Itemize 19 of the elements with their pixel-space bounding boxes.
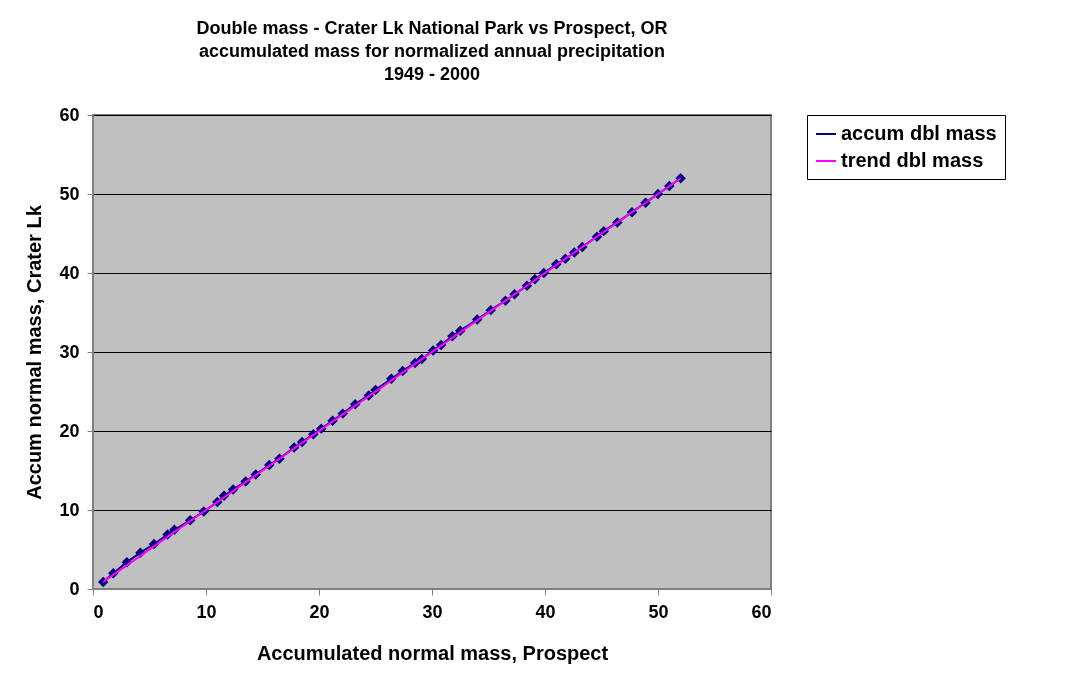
x-tick-label: 10 xyxy=(196,601,217,622)
x-tick-label: 20 xyxy=(309,601,330,622)
y-tick-label: 20 xyxy=(59,420,80,441)
x-tick-label: 40 xyxy=(535,601,556,622)
x-axis-title: Accumulated normal mass, Prospect xyxy=(256,641,609,664)
y-tick-label: 0 xyxy=(69,578,80,599)
x-tick-label: 0 xyxy=(93,601,104,622)
chart-title: Double mass - Crater Lk National Park vs Prospect, OR accumulated mass for normalized annual precipitation 1949 - 2000 xyxy=(196,18,668,84)
y-axis-title: Accum normal mass, Crater Lk xyxy=(23,204,46,500)
y-tick-label: 40 xyxy=(59,262,80,283)
x-tick-label: 50 xyxy=(648,601,669,622)
y-tick-label: 60 xyxy=(59,104,80,125)
legend-label: trend dbl mass xyxy=(841,149,984,171)
x-tick-label: 30 xyxy=(422,601,443,622)
x-tick-label: 60 xyxy=(751,601,772,622)
y-tick-label: 30 xyxy=(59,341,80,362)
y-tick-label: 50 xyxy=(59,183,80,204)
y-tick-label: 10 xyxy=(59,499,80,520)
legend-label: accum dbl mass xyxy=(841,122,997,144)
